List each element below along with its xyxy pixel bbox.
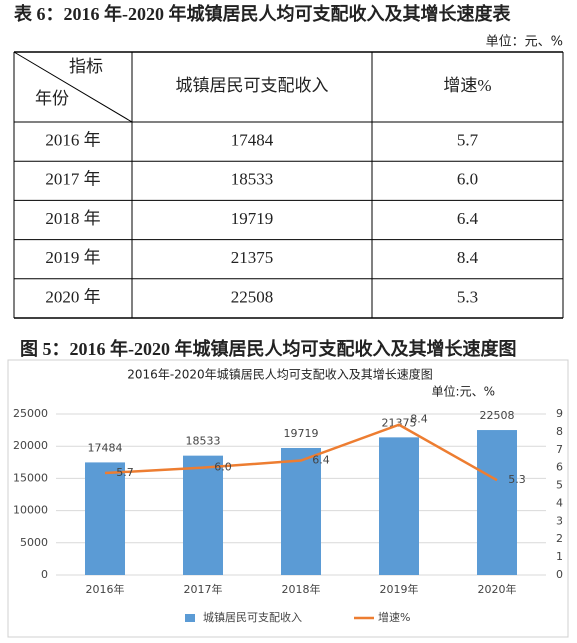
y2-tick-label: 2 bbox=[556, 532, 563, 545]
y2-tick-label: 6 bbox=[556, 461, 563, 474]
y-tick-label: 0 bbox=[41, 568, 48, 581]
y-tick-label: 5000 bbox=[20, 536, 48, 549]
line-label: 5.7 bbox=[116, 466, 134, 479]
table-cell: 2020 年 bbox=[45, 287, 100, 306]
line-label: 8.4 bbox=[410, 413, 428, 426]
table-cell: 8.4 bbox=[457, 248, 479, 267]
bar-label: 22508 bbox=[480, 409, 515, 422]
y2-tick-label: 0 bbox=[556, 568, 563, 581]
table-cell: 6.0 bbox=[457, 170, 478, 189]
y2-tick-label: 1 bbox=[556, 550, 563, 563]
table-cell: 17484 bbox=[231, 131, 274, 150]
x-tick-label: 2018年 bbox=[282, 582, 321, 596]
bar bbox=[379, 437, 419, 575]
table-header: 增速% bbox=[443, 76, 491, 95]
line-label: 6.4 bbox=[312, 454, 330, 467]
table-corner-bottom: 年份 bbox=[35, 89, 69, 108]
table-caption: 表 6：2016 年-2020 年城镇居民人均可支配收入及其增长速度表 bbox=[14, 3, 511, 24]
y2-tick-label: 8 bbox=[556, 425, 563, 438]
table-corner-top: 指标 bbox=[69, 57, 103, 76]
y-tick-label: 20000 bbox=[13, 439, 48, 452]
legend-label: 城镇居民可支配收入 bbox=[203, 610, 302, 624]
y-tick-label: 25000 bbox=[13, 407, 48, 420]
chart-subtitle: 单位:元、% bbox=[432, 384, 495, 399]
table-cell: 2018 年 bbox=[45, 209, 100, 228]
table-header: 城镇居民可支配收入 bbox=[176, 76, 329, 95]
table-cell: 21375 bbox=[231, 248, 274, 267]
bar-label: 18533 bbox=[186, 435, 221, 448]
table-cell: 19719 bbox=[231, 209, 274, 228]
x-tick-label: 2020年 bbox=[478, 582, 517, 596]
legend-label: 增速% bbox=[378, 610, 410, 624]
line-label: 5.3 bbox=[508, 473, 526, 486]
x-tick-label: 2017年 bbox=[184, 582, 223, 596]
chart-title: 2016年-2020年城镇居民人均可支配收入及其增长速度图 bbox=[127, 367, 432, 382]
bar-label: 21375 bbox=[382, 416, 417, 429]
bar bbox=[85, 462, 125, 575]
y-tick-label: 10000 bbox=[13, 504, 48, 517]
y2-tick-label: 9 bbox=[556, 407, 563, 420]
y2-tick-label: 7 bbox=[556, 443, 563, 456]
y2-tick-label: 4 bbox=[556, 496, 563, 509]
table-unit: 单位：元、% bbox=[486, 35, 563, 50]
line-label: 6.0 bbox=[214, 461, 232, 474]
legend-swatch bbox=[185, 614, 195, 622]
line bbox=[104, 423, 498, 482]
table-cell: 22508 bbox=[231, 287, 274, 306]
table-diagonal bbox=[13, 51, 133, 123]
table-cell: 2019 年 bbox=[45, 248, 100, 267]
y2-tick-label: 3 bbox=[556, 514, 563, 527]
table-cell: 5.7 bbox=[457, 131, 479, 150]
table-cell: 6.4 bbox=[457, 209, 479, 228]
figure-caption: 图 5：2016 年-2020 年城镇居民人均可支配收入及其增长速度图 bbox=[20, 338, 517, 359]
bar bbox=[477, 430, 517, 575]
table-cell: 5.3 bbox=[457, 287, 478, 306]
table-cell: 2016 年 bbox=[45, 131, 100, 150]
bar-label: 17484 bbox=[88, 441, 123, 454]
table-cell: 2017 年 bbox=[45, 170, 100, 189]
y2-tick-label: 5 bbox=[556, 479, 563, 492]
bar-label: 19719 bbox=[284, 427, 319, 440]
x-tick-label: 2019年 bbox=[380, 582, 419, 596]
x-tick-label: 2016年 bbox=[86, 582, 125, 596]
bar bbox=[281, 448, 321, 575]
bar bbox=[183, 455, 223, 575]
table-cell: 18533 bbox=[231, 170, 274, 189]
y-tick-label: 15000 bbox=[13, 471, 48, 484]
